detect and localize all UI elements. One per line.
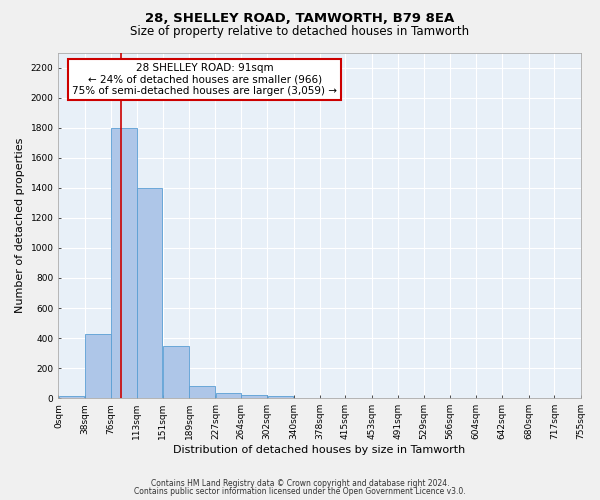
Bar: [268, 396, 293, 398]
Bar: [59, 396, 85, 398]
Bar: [163, 346, 189, 398]
Y-axis label: Number of detached properties: Number of detached properties: [15, 138, 25, 313]
Bar: [216, 393, 241, 398]
Text: Size of property relative to detached houses in Tamworth: Size of property relative to detached ho…: [130, 25, 470, 38]
Bar: [112, 128, 137, 398]
Bar: [137, 188, 163, 398]
Text: 28, SHELLEY ROAD, TAMWORTH, B79 8EA: 28, SHELLEY ROAD, TAMWORTH, B79 8EA: [145, 12, 455, 26]
Bar: [241, 395, 267, 398]
Text: Contains HM Land Registry data © Crown copyright and database right 2024.: Contains HM Land Registry data © Crown c…: [151, 478, 449, 488]
Bar: [85, 334, 110, 398]
Text: Contains public sector information licensed under the Open Government Licence v3: Contains public sector information licen…: [134, 487, 466, 496]
X-axis label: Distribution of detached houses by size in Tamworth: Distribution of detached houses by size …: [173, 445, 466, 455]
Text: 28 SHELLEY ROAD: 91sqm
← 24% of detached houses are smaller (966)
75% of semi-de: 28 SHELLEY ROAD: 91sqm ← 24% of detached…: [72, 63, 337, 96]
Bar: [190, 386, 215, 398]
